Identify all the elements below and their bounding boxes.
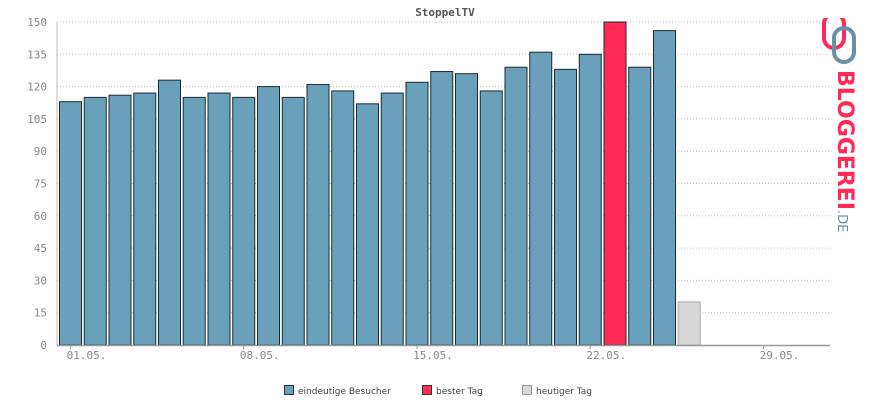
legend-label-best: bester Tag [436, 387, 483, 397]
logo-text-main: BLOGGEREI [832, 70, 857, 211]
x-tick-label: 22.05. [586, 349, 626, 362]
bar [207, 92, 231, 346]
legend-label-today: heutiger Tag [536, 387, 593, 397]
bar [331, 90, 355, 346]
y-tick-label: 135 [27, 48, 47, 61]
y-axis-ticks: 0 15 30 45 60 75 90 105 120 135 150 [27, 16, 47, 352]
bar [554, 68, 577, 346]
y-tick-label: 60 [34, 210, 47, 223]
y-tick-label: 105 [27, 113, 47, 126]
bloggerei-logo-icon [822, 18, 856, 64]
bar [158, 79, 181, 346]
bar [108, 94, 132, 346]
bar [380, 92, 404, 346]
bar [133, 92, 157, 346]
bar [405, 81, 429, 346]
chart-title: StoppelTV [415, 6, 475, 19]
bar-today [677, 301, 701, 346]
y-tick-label: 15 [34, 307, 47, 320]
legend-item-today: heutiger Tag [522, 385, 592, 397]
bar [356, 103, 379, 346]
x-axis-ticks: 01.05. 08.05. 15.05. 22.05. 29.05. [67, 345, 800, 362]
x-tick-label: 29.05. [760, 349, 800, 362]
y-tick-label: 75 [34, 178, 47, 191]
bar [628, 66, 652, 346]
bar [257, 86, 280, 346]
logo-text-suffix: .DE [834, 210, 849, 233]
bar [182, 96, 206, 346]
bar [59, 101, 82, 346]
legend-swatch-today [522, 385, 532, 395]
bar-best-day [603, 21, 627, 346]
bar [504, 66, 528, 346]
legend-label-visitors: eindeutige Besucher [298, 387, 391, 397]
x-tick-label: 08.05. [240, 349, 280, 362]
bar [653, 30, 676, 346]
bar [455, 73, 478, 346]
legend-item-visitors: eindeutige Besucher [284, 385, 391, 397]
bar [479, 90, 503, 346]
bar [83, 96, 107, 346]
bar [430, 71, 454, 346]
bar [281, 96, 305, 346]
bars [59, 21, 701, 346]
y-tick-label: 45 [34, 242, 47, 255]
y-tick-label: 120 [27, 81, 47, 94]
bar [306, 83, 330, 346]
legend-swatch-visitors [284, 385, 294, 395]
bloggerei-logo-text: BLOGGEREI.DE [832, 70, 857, 232]
bar [529, 51, 553, 346]
bar [232, 96, 256, 346]
bar [578, 53, 602, 346]
x-axis [56, 22, 830, 347]
y-tick-label: 0 [40, 339, 47, 352]
legend-swatch-best [422, 385, 432, 395]
legend-item-best: bester Tag [422, 385, 483, 397]
y-tick-label: 150 [27, 16, 47, 29]
legend: eindeutige Besucher bester Tag heutiger … [0, 385, 870, 399]
y-tick-label: 90 [34, 145, 47, 158]
y-tick-label: 30 [34, 274, 47, 287]
x-tick-label: 01.05. [67, 349, 107, 362]
x-tick-label: 15.05. [413, 349, 453, 362]
